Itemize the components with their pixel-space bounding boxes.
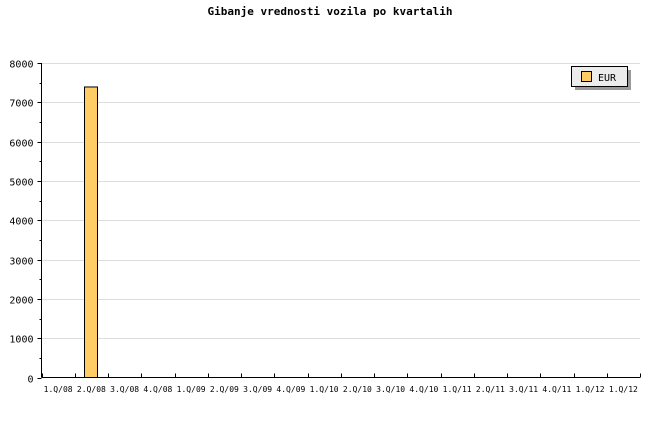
- x-tick-label: 3.Q/10: [376, 385, 405, 394]
- y-tick-label: 1000: [9, 335, 33, 346]
- x-tick-label: 2.Q/10: [343, 385, 372, 394]
- x-tick-label: 3.Q/11: [509, 385, 538, 394]
- y-tick-label: 8000: [9, 60, 33, 71]
- legend-swatch: [581, 71, 592, 82]
- x-tick-label: 1.Q/10: [310, 385, 339, 394]
- y-tick-label: 0: [27, 375, 33, 386]
- y-tick-label: 3000: [9, 257, 33, 268]
- y-tick-label: 4000: [9, 217, 33, 228]
- y-tick-label: 2000: [9, 296, 33, 307]
- x-tick-label: 1.Q/09: [177, 385, 206, 394]
- y-tick-label: 6000: [9, 139, 33, 150]
- x-tick-label: 1.Q/12: [609, 385, 638, 394]
- x-tick-label: 1.Q/12: [576, 385, 605, 394]
- x-tick-label: 2.Q/11: [476, 385, 505, 394]
- x-tick-label: 2.Q/08: [77, 385, 106, 394]
- x-tick-label: 4.Q/09: [276, 385, 305, 394]
- x-tick-label: 3.Q/09: [243, 385, 272, 394]
- legend-label: EUR: [598, 73, 617, 84]
- x-tick-label: 4.Q/08: [143, 385, 172, 394]
- y-tick-label: 5000: [9, 178, 33, 189]
- x-tick-label: 1.Q/11: [443, 385, 472, 394]
- x-tick-label: 4.Q/11: [542, 385, 571, 394]
- y-tick-label: 7000: [9, 99, 33, 110]
- x-tick-label: 1.Q/08: [44, 385, 73, 394]
- x-tick-label: 3.Q/08: [110, 385, 139, 394]
- bar: [84, 86, 98, 378]
- chart-title: Gibanje vrednosti vozila po kvartalih: [207, 5, 452, 18]
- x-tick-label: 4.Q/10: [409, 385, 438, 394]
- legend: EUR: [571, 66, 631, 90]
- x-tick-label: 2.Q/09: [210, 385, 239, 394]
